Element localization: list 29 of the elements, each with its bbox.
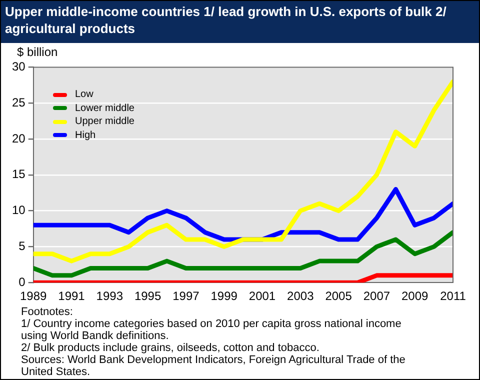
y-axis-title: $ billion: [17, 45, 58, 59]
legend-label: High: [75, 130, 96, 141]
chart-title: Upper middle-income countries 1/ lead growth in U.S. exports of bulk 2/ agricultural products: [1, 1, 479, 43]
y-tick-label: 10: [12, 203, 26, 218]
y-tick-label: 15: [12, 167, 26, 182]
legend-label: Upper middle: [75, 116, 134, 128]
x-tick-label: 1993: [96, 289, 124, 304]
x-tick-label: 1997: [172, 289, 200, 304]
text: Footnotes:: [21, 306, 74, 318]
legend-label: Lower middle: [75, 102, 134, 114]
x-tick-label: 2001: [248, 289, 276, 304]
x-tick-label: 1991: [58, 289, 86, 304]
x-tick-label: 2003: [287, 289, 314, 304]
legend-label: Low: [75, 89, 94, 100]
y-tick-label: 30: [12, 60, 26, 74]
x-tick-label: 1999: [210, 289, 238, 304]
x-tick-label: 2005: [325, 289, 352, 304]
x-tick-label: 2011: [440, 289, 466, 304]
y-tick-label: 5: [18, 239, 26, 254]
x-tick-label: 2007: [363, 289, 390, 304]
source-note: Sources: World Bank Development Indicators, Foreign Agricultural Trade of the United States.: [21, 354, 406, 378]
x-tick-label: 2009: [402, 289, 429, 304]
x-tick-label: 1989: [20, 289, 48, 304]
text: 1/ Country income categories based on 2010 per capita gross national income using World Bandk definitions.: [21, 318, 402, 342]
y-tick-label: 0: [18, 274, 26, 289]
x-tick-label: 1995: [134, 289, 162, 304]
y-tick-label: 25: [12, 95, 26, 110]
text: 2/ Bulk products include grains, oilseeds, cotton and tobacco.: [21, 342, 320, 354]
y-tick-label: 20: [12, 131, 26, 146]
